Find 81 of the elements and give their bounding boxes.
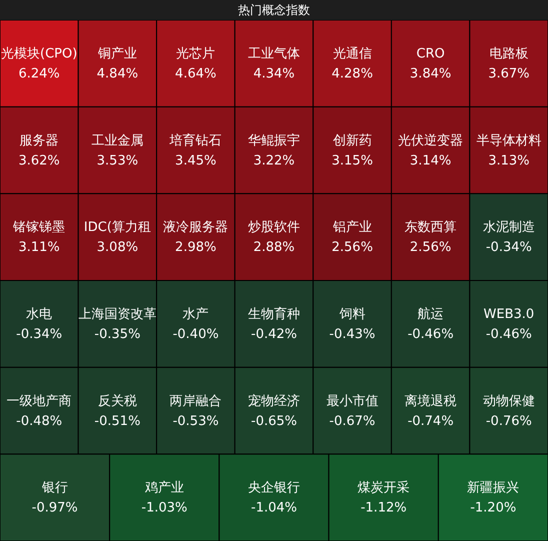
- data-label: -0.53%: [172, 414, 219, 429]
- data-label: 3.53%: [96, 153, 138, 168]
- category-label: WEB3.0: [484, 306, 534, 322]
- data-label: 4.64%: [175, 66, 216, 82]
- data-label: 3.11%: [18, 240, 60, 256]
- data-label: -1.03%: [141, 500, 188, 516]
- category-label: 液冷服务器: [163, 220, 228, 236]
- data-label: -0.74%: [408, 414, 454, 429]
- category-label: 生物育种: [248, 306, 300, 322]
- data-label: -0.97%: [32, 500, 78, 516]
- data-label: 2.56%: [410, 240, 452, 256]
- category-label: 饲料: [338, 306, 366, 322]
- category-label: IDC(算力租: [84, 220, 151, 236]
- category-label: 央企银行: [248, 480, 300, 496]
- category-label: 宠物经济: [248, 394, 300, 409]
- data-label: -0.51%: [94, 414, 140, 429]
- data-label: -0.48%: [16, 414, 62, 429]
- category-label: 反关税: [98, 394, 137, 409]
- category-label: 华鲲振宇: [248, 132, 300, 148]
- data-label: 3.67%: [488, 66, 530, 82]
- category-label: 炒股软件: [248, 220, 300, 236]
- data-label: 3.62%: [18, 153, 60, 168]
- category-label: 最小市值: [326, 394, 378, 409]
- data-label: 3.15%: [332, 153, 373, 168]
- data-label: -1.12%: [360, 500, 407, 516]
- data-label: 2.88%: [253, 240, 295, 256]
- category-label: 水产: [182, 306, 209, 322]
- data-label: 3.22%: [253, 153, 295, 168]
- category-label: 水电: [26, 306, 52, 322]
- category-label: 鸡产业: [144, 480, 184, 496]
- data-label: -0.34%: [16, 326, 62, 342]
- data-label: -0.76%: [486, 414, 532, 429]
- category-label: 东数西算: [404, 220, 457, 236]
- data-label: -1.04%: [251, 500, 297, 516]
- category-label: 上海国资改革: [78, 306, 156, 322]
- category-label: 动物保健: [482, 394, 535, 409]
- data-label: -0.34%: [486, 240, 532, 256]
- category-label: 光伏逆变器: [398, 133, 464, 148]
- category-label: 光通信: [332, 46, 372, 62]
- category-label: CRO: [416, 46, 445, 62]
- data-label: 3.08%: [96, 240, 138, 256]
- category-label: 新疆振兴: [467, 480, 520, 496]
- data-label: -0.35%: [94, 326, 140, 342]
- data-label: -0.42%: [251, 326, 297, 342]
- data-label: 3.13%: [488, 153, 530, 168]
- category-label: 电路板: [489, 46, 528, 62]
- data-label: -1.20%: [470, 500, 516, 516]
- data-label: 4.34%: [253, 66, 295, 82]
- data-label: 2.98%: [175, 240, 216, 256]
- data-label: 3.84%: [410, 66, 452, 82]
- category-label: 创新药: [332, 133, 372, 148]
- category-label: 航运: [418, 306, 444, 322]
- category-label: 铜产业: [96, 46, 137, 62]
- data-label: 6.24%: [18, 66, 60, 82]
- data-label: -0.40%: [172, 326, 219, 342]
- data-label: -0.43%: [329, 326, 376, 342]
- category-label: 培育钻石: [168, 132, 222, 148]
- data-label: -0.46%: [408, 326, 454, 342]
- category-label: 一级地产商: [6, 394, 72, 409]
- category-label: 银行: [40, 480, 68, 496]
- data-label: 2.56%: [332, 240, 373, 256]
- category-label: 离境退税: [404, 392, 457, 409]
- text: 热门概念指数: [238, 3, 310, 17]
- category-label: 水泥制造: [482, 220, 535, 236]
- data-label: -0.46%: [486, 326, 532, 342]
- category-label: 光模块(CPO): [0, 46, 78, 62]
- category-label: 服务器: [20, 133, 59, 148]
- category-label: 煤炭开采: [358, 480, 410, 496]
- data-label: 3.14%: [410, 153, 452, 168]
- data-label: -0.65%: [251, 414, 297, 429]
- data-label: 4.28%: [332, 66, 373, 82]
- category-label: 工业气体: [248, 46, 300, 62]
- category-label: 铝产业: [332, 220, 372, 236]
- category-label: 锗镓锑墨: [12, 220, 66, 236]
- data-label: 3.45%: [175, 153, 216, 168]
- category-label: 半导体材料: [476, 133, 542, 148]
- data-label: -0.67%: [329, 414, 376, 429]
- data-label: 4.84%: [96, 66, 138, 82]
- category-label: 工业金属: [91, 133, 144, 148]
- category-label: 光芯片: [176, 46, 216, 62]
- category-label: 两岸融合: [170, 394, 222, 409]
